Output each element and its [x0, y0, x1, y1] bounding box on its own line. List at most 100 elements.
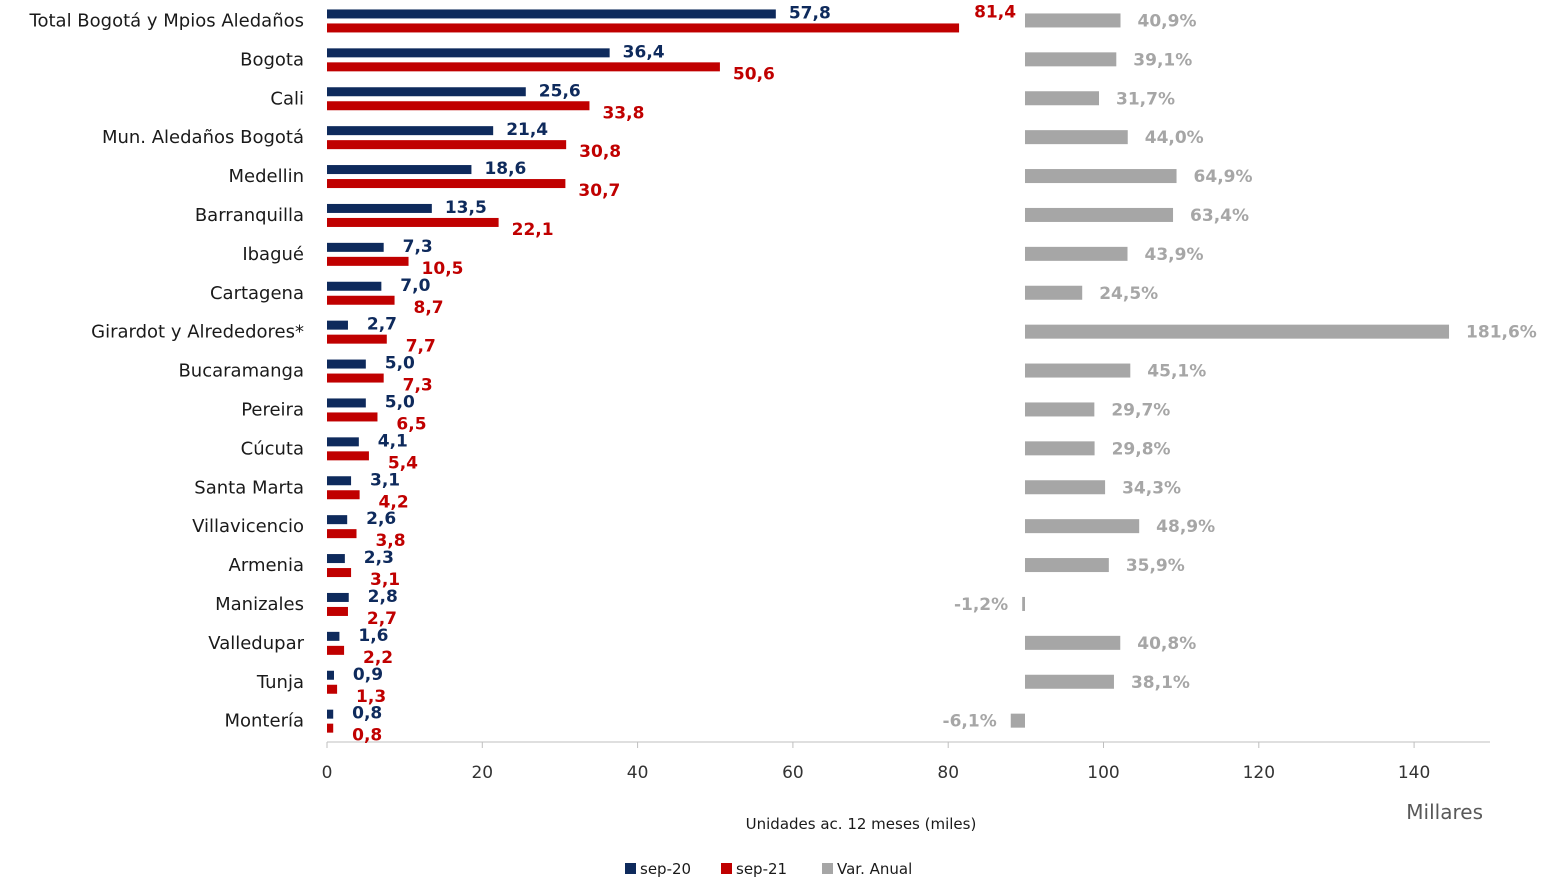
bar-sep-20 [327, 398, 366, 408]
data-label-sep-20: 2,8 [368, 587, 398, 607]
data-label-sep-21: 22,1 [512, 220, 554, 240]
data-label-sep-21: 30,8 [579, 142, 621, 162]
data-label-var-anual: 31,7% [1116, 89, 1175, 109]
data-label-sep-20: 36,4 [623, 42, 665, 62]
data-label-sep-21: 0,8 [352, 726, 382, 746]
data-label-sep-20: 5,0 [385, 392, 415, 412]
units-label: Millares [1406, 800, 1483, 824]
bar-sep-20 [327, 281, 382, 291]
data-label-var-anual: 40,8% [1137, 634, 1196, 654]
bar-sep-20 [327, 515, 348, 525]
data-label-var-anual: 35,9% [1126, 556, 1185, 576]
x-tick-label: 20 [471, 763, 493, 783]
category-label: Cali [270, 88, 304, 109]
data-label-sep-21: 81,4 [974, 2, 1016, 22]
data-label-sep-20: 2,3 [364, 548, 394, 568]
x-tick-label: 120 [1243, 763, 1275, 783]
category-label: Cúcuta [241, 438, 304, 459]
bar-sep-21 [327, 256, 409, 266]
data-label-var-anual: 34,3% [1122, 478, 1181, 498]
category-label: Santa Marta [194, 477, 304, 498]
bar-sep-20 [327, 87, 526, 97]
bar-sep-21 [327, 140, 567, 150]
legend-label: sep-21 [736, 860, 787, 878]
axes [326, 741, 1490, 748]
data-label-var-anual: 181,6% [1466, 323, 1537, 343]
data-label-sep-21: 7,7 [406, 337, 436, 357]
bar-var-anual [1025, 480, 1106, 495]
bar-var-anual [1025, 674, 1114, 689]
bar-var-anual [1025, 207, 1174, 222]
bar-sep-20 [327, 48, 610, 58]
legend-swatch [822, 863, 833, 874]
data-label-var-anual: 45,1% [1147, 362, 1206, 382]
bar-sep-21 [327, 529, 357, 539]
category-label: Total Bogotá y Mpios Aledaños [29, 10, 304, 31]
bar-sep-21 [327, 217, 499, 227]
data-label-sep-21: 4,2 [379, 492, 409, 512]
data-label-var-anual: 43,9% [1145, 245, 1204, 265]
bar-sep-20 [327, 165, 472, 175]
data-label-sep-21: 2,7 [367, 609, 397, 629]
data-label-sep-21: 50,6 [733, 64, 775, 84]
bar-sep-21 [327, 23, 960, 33]
data-label-sep-20: 7,3 [403, 237, 433, 257]
bar-sep-21 [327, 645, 345, 655]
x-tick-label: 60 [782, 763, 804, 783]
bar-sep-21 [327, 373, 384, 383]
category-label: Medellin [228, 166, 304, 187]
legend-label: Var. Anual [837, 860, 912, 878]
data-label-sep-20: 4,1 [378, 431, 408, 451]
labels: Total Bogotá y Mpios Aledaños Bogota Cali M… [29, 2, 1537, 783]
bar-sep-21 [327, 62, 720, 72]
data-label-var-anual: 24,5% [1099, 284, 1158, 304]
data-label-var-anual: 29,7% [1111, 400, 1170, 420]
bar-sep-20 [327, 554, 345, 564]
bar-var-anual [1022, 596, 1025, 611]
bar-var-anual [1025, 324, 1450, 339]
bar-sep-20 [327, 320, 348, 330]
data-label-var-anual: 40,9% [1138, 11, 1197, 31]
data-label-sep-20: 13,5 [445, 198, 487, 218]
bar-sep-21 [327, 412, 378, 422]
bar-var-anual [1025, 635, 1121, 650]
x-tick-label: 100 [1087, 763, 1119, 783]
data-label-sep-20: 7,0 [400, 276, 430, 296]
category-label: Pereira [241, 399, 304, 420]
data-label-sep-20: 1,6 [358, 626, 388, 646]
bar-sep-21 [327, 723, 334, 733]
data-label-var-anual: 29,8% [1112, 439, 1171, 459]
data-label-sep-21: 33,8 [602, 103, 644, 123]
data-label-sep-20: 5,0 [385, 354, 415, 374]
bar-var-anual [1025, 13, 1121, 28]
data-label-sep-21: 3,8 [375, 531, 405, 551]
data-label-sep-20: 0,9 [353, 665, 383, 685]
data-label-sep-20: 18,6 [484, 159, 526, 179]
category-label: Bogota [240, 49, 304, 70]
data-label-sep-21: 6,5 [396, 414, 426, 434]
category-label: Armenia [229, 555, 304, 576]
category-label: Manizales [215, 594, 304, 615]
data-label-var-anual: -6,1% [943, 712, 997, 732]
category-label: Cartagena [210, 283, 304, 304]
category-label: Barranquilla [195, 205, 304, 226]
bar-var-anual [1025, 558, 1109, 573]
data-label-sep-20: 0,8 [352, 704, 382, 724]
category-label: Tunja [256, 672, 304, 693]
x-tick-label: 140 [1398, 763, 1430, 783]
legend-swatch [721, 863, 732, 874]
x-tick-label: 0 [322, 763, 333, 783]
bar-var-anual [1025, 169, 1177, 184]
data-label-sep-20: 3,1 [370, 470, 400, 490]
bar-sep-20 [327, 203, 432, 213]
bar-sep-20 [327, 670, 334, 680]
data-label-var-anual: 44,0% [1145, 128, 1204, 148]
bar-sep-20 [327, 709, 334, 719]
category-label: Mun. Aledaños Bogotá [102, 127, 304, 148]
bar-sep-21 [327, 295, 395, 305]
bar-var-anual [1025, 246, 1128, 261]
x-tick-label: 40 [627, 763, 649, 783]
x-tick-label: 80 [937, 763, 959, 783]
bar-sep-21 [327, 568, 352, 578]
